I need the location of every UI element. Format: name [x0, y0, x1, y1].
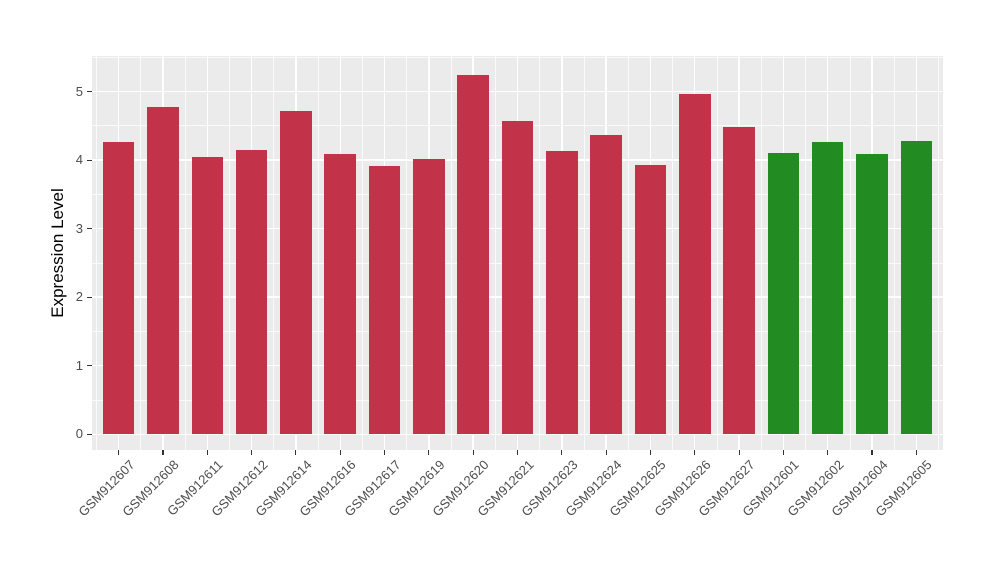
y-tick [87, 159, 92, 161]
gridline-minor-v [849, 56, 851, 450]
bar [679, 93, 711, 435]
gridline-minor-v [583, 56, 585, 450]
gridline-minor-v [938, 56, 940, 450]
y-tick [87, 296, 92, 298]
x-tick [782, 450, 785, 455]
y-tick [87, 91, 92, 93]
bar [413, 158, 445, 435]
x-tick [738, 450, 740, 455]
bar [812, 141, 844, 435]
bar [324, 153, 356, 435]
bar [900, 140, 933, 435]
x-tick [605, 450, 607, 455]
x-tick [295, 450, 297, 455]
x-tick [428, 450, 430, 455]
x-tick [472, 450, 474, 455]
gridline-minor-v [317, 56, 319, 450]
gridline-minor-v [494, 56, 496, 450]
gridline-minor-v [760, 56, 762, 450]
bar [501, 121, 534, 435]
bar [235, 149, 268, 435]
x-tick [383, 450, 386, 455]
x-tick [649, 450, 652, 455]
y-tick [87, 365, 92, 367]
y-tick-label: 4 [75, 152, 83, 168]
gridline-minor-v [140, 56, 142, 450]
x-tick [694, 450, 696, 455]
bar [634, 164, 667, 435]
gridline-minor-v [450, 56, 452, 450]
x-tick [206, 450, 208, 455]
y-tick-label: 3 [75, 220, 83, 236]
x-tick [561, 450, 563, 455]
gridline-minor-v [406, 56, 408, 450]
bar [147, 107, 179, 435]
x-tick [339, 450, 341, 455]
bar [191, 157, 223, 435]
x-tick [117, 450, 120, 455]
bar [723, 126, 755, 435]
gridline-minor-v [96, 56, 97, 450]
bar [368, 166, 401, 435]
gridline-minor-v [627, 56, 629, 450]
bar [280, 110, 312, 435]
bar [590, 135, 622, 435]
gridline-minor-v [672, 56, 674, 450]
y-tick-label: 2 [75, 289, 83, 305]
gridline-minor-v [805, 56, 807, 450]
x-tick [516, 450, 519, 455]
gridline-minor-v [361, 56, 363, 450]
y-tick-label: 0 [75, 426, 83, 442]
bar [856, 153, 888, 435]
y-tick [87, 433, 92, 435]
gridline-minor-v [184, 56, 186, 450]
x-tick [871, 450, 873, 455]
gridline-minor-v [716, 56, 718, 450]
gridline-minor-v [273, 56, 275, 450]
y-axis-title: Expression Level [48, 188, 67, 318]
y-tick-label: 1 [75, 357, 83, 373]
bar [546, 151, 578, 435]
gridline-minor-v [229, 56, 230, 450]
x-tick [827, 450, 829, 455]
y-tick [87, 228, 92, 230]
bar [767, 152, 800, 435]
x-tick [250, 450, 253, 455]
bar [102, 141, 135, 435]
gridline-minor-v [893, 56, 895, 450]
x-tick [162, 450, 164, 455]
x-tick [915, 450, 917, 455]
bar [457, 74, 489, 435]
y-tick-label: 5 [75, 83, 83, 99]
gridline-minor-v [539, 56, 541, 450]
